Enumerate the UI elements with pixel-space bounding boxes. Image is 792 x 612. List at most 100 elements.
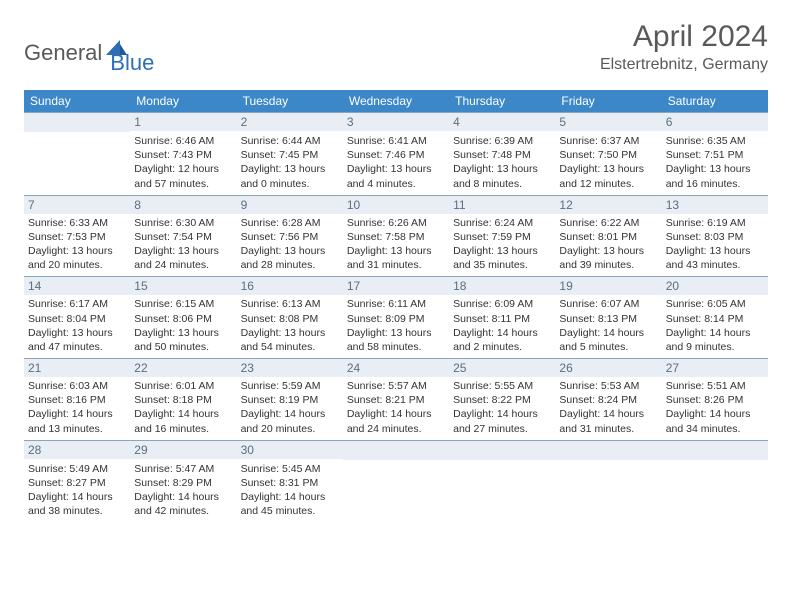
day-number-cell: 22 xyxy=(130,358,236,377)
day-number: 4 xyxy=(449,112,555,131)
day-info: Sunrise: 6:39 AMSunset: 7:48 PMDaylight:… xyxy=(449,132,555,195)
day-info-cell: Sunrise: 6:01 AMSunset: 8:18 PMDaylight:… xyxy=(130,377,236,440)
title-block: April 2024 Elstertrebnitz, Germany xyxy=(600,20,768,74)
calendar-body: 12 3456 Sunrise: 6:46 AMSunset: 7:43 PMDay… xyxy=(24,112,768,522)
logo-text-blue: Blue xyxy=(110,50,154,76)
day-number: 7 xyxy=(24,195,130,214)
day-info-cell: Sunrise: 5:47 AMSunset: 8:29 PMDaylight:… xyxy=(130,460,236,523)
day-info: Sunrise: 6:30 AMSunset: 7:54 PMDaylight:… xyxy=(130,214,236,277)
day-info-cell: Sunrise: 5:57 AMSunset: 8:21 PMDaylight:… xyxy=(343,377,449,440)
day-info: Sunrise: 6:07 AMSunset: 8:13 PMDaylight:… xyxy=(555,295,661,358)
day-number: 14 xyxy=(24,276,130,295)
day-info: Sunrise: 6:46 AMSunset: 7:43 PMDaylight:… xyxy=(130,132,236,195)
day-number-cell: 18 xyxy=(449,276,555,295)
day-number: 28 xyxy=(24,440,130,459)
day-number-cell: 6 xyxy=(662,112,768,132)
day-number: 3 xyxy=(343,112,449,131)
day-number-cell: 30 xyxy=(237,440,343,460)
day-info-cell: Sunrise: 6:22 AMSunset: 8:01 PMDaylight:… xyxy=(555,214,661,277)
day-info: Sunrise: 6:37 AMSunset: 7:50 PMDaylight:… xyxy=(555,132,661,195)
day-info: Sunrise: 5:57 AMSunset: 8:21 PMDaylight:… xyxy=(343,377,449,440)
day-info-cell: Sunrise: 6:03 AMSunset: 8:16 PMDaylight:… xyxy=(24,377,130,440)
day-number: 16 xyxy=(237,276,343,295)
location: Elstertrebnitz, Germany xyxy=(600,56,768,74)
day-info: Sunrise: 6:35 AMSunset: 7:51 PMDaylight:… xyxy=(662,132,768,195)
day-info-cell: Sunrise: 6:24 AMSunset: 7:59 PMDaylight:… xyxy=(449,214,555,277)
day-info-cell: Sunrise: 6:30 AMSunset: 7:54 PMDaylight:… xyxy=(130,214,236,277)
day-number-cell: 15 xyxy=(130,276,236,295)
day-info xyxy=(343,460,449,522)
day-info-cell: Sunrise: 6:11 AMSunset: 8:09 PMDaylight:… xyxy=(343,295,449,358)
day-info-cell: Sunrise: 6:05 AMSunset: 8:14 PMDaylight:… xyxy=(662,295,768,358)
day-info: Sunrise: 6:09 AMSunset: 8:11 PMDaylight:… xyxy=(449,295,555,358)
day-number-row: 14151617181920 xyxy=(24,276,768,295)
day-number: 17 xyxy=(343,276,449,295)
day-info-row: Sunrise: 6:03 AMSunset: 8:16 PMDaylight:… xyxy=(24,377,768,440)
day-number xyxy=(555,440,661,460)
weekday-header: Thursday xyxy=(449,90,555,112)
day-info-cell: Sunrise: 6:15 AMSunset: 8:06 PMDaylight:… xyxy=(130,295,236,358)
day-info-cell: Sunrise: 6:07 AMSunset: 8:13 PMDaylight:… xyxy=(555,295,661,358)
day-number-row: 282930 xyxy=(24,440,768,460)
day-info-row: Sunrise: 6:17 AMSunset: 8:04 PMDaylight:… xyxy=(24,295,768,358)
day-info: Sunrise: 6:33 AMSunset: 7:53 PMDaylight:… xyxy=(24,214,130,277)
weekday-header: Sunday xyxy=(24,90,130,112)
day-info-cell xyxy=(449,460,555,523)
day-info: Sunrise: 5:53 AMSunset: 8:24 PMDaylight:… xyxy=(555,377,661,440)
day-number xyxy=(449,440,555,460)
day-info xyxy=(449,460,555,522)
day-number-cell: 29 xyxy=(130,440,236,460)
day-number-cell: 10 xyxy=(343,195,449,214)
day-number: 18 xyxy=(449,276,555,295)
day-info xyxy=(555,460,661,522)
day-number-cell xyxy=(343,440,449,460)
day-number-cell xyxy=(555,440,661,460)
day-number: 20 xyxy=(662,276,768,295)
day-info xyxy=(662,460,768,522)
day-number-cell: 4 xyxy=(449,112,555,132)
day-info-cell: Sunrise: 5:55 AMSunset: 8:22 PMDaylight:… xyxy=(449,377,555,440)
day-number-cell xyxy=(24,112,130,132)
calendar-table: SundayMondayTuesdayWednesdayThursdayFrid… xyxy=(24,90,768,522)
day-number-cell: 17 xyxy=(343,276,449,295)
day-number-cell: 16 xyxy=(237,276,343,295)
day-number-cell: 12 xyxy=(555,195,661,214)
weekday-header: Tuesday xyxy=(237,90,343,112)
day-info-cell: Sunrise: 6:13 AMSunset: 8:08 PMDaylight:… xyxy=(237,295,343,358)
day-number-cell: 8 xyxy=(130,195,236,214)
day-info-cell xyxy=(24,132,130,195)
day-number-cell: 19 xyxy=(555,276,661,295)
day-number: 21 xyxy=(24,358,130,377)
day-number: 26 xyxy=(555,358,661,377)
day-number xyxy=(662,440,768,460)
day-number-cell: 13 xyxy=(662,195,768,214)
day-info-cell: Sunrise: 5:59 AMSunset: 8:19 PMDaylight:… xyxy=(237,377,343,440)
day-number: 19 xyxy=(555,276,661,295)
day-number: 15 xyxy=(130,276,236,295)
day-number: 9 xyxy=(237,195,343,214)
day-number-cell: 5 xyxy=(555,112,661,132)
day-info-cell: Sunrise: 6:17 AMSunset: 8:04 PMDaylight:… xyxy=(24,295,130,358)
day-number-cell: 9 xyxy=(237,195,343,214)
day-number: 10 xyxy=(343,195,449,214)
day-info-cell: Sunrise: 6:44 AMSunset: 7:45 PMDaylight:… xyxy=(237,132,343,195)
day-number: 13 xyxy=(662,195,768,214)
day-info-cell xyxy=(662,460,768,523)
day-number: 8 xyxy=(130,195,236,214)
day-number: 23 xyxy=(237,358,343,377)
day-info: Sunrise: 6:01 AMSunset: 8:18 PMDaylight:… xyxy=(130,377,236,440)
day-info-row: Sunrise: 6:46 AMSunset: 7:43 PMDaylight:… xyxy=(24,132,768,195)
month-title: April 2024 xyxy=(600,20,768,54)
day-number-cell: 27 xyxy=(662,358,768,377)
day-number: 30 xyxy=(237,440,343,459)
day-info: Sunrise: 6:05 AMSunset: 8:14 PMDaylight:… xyxy=(662,295,768,358)
day-number-cell: 3 xyxy=(343,112,449,132)
day-number-cell: 21 xyxy=(24,358,130,377)
day-info-cell: Sunrise: 6:33 AMSunset: 7:53 PMDaylight:… xyxy=(24,214,130,277)
weekday-header: Monday xyxy=(130,90,236,112)
header: General Blue April 2024 Elstertrebnitz, … xyxy=(24,20,768,76)
day-info: Sunrise: 6:19 AMSunset: 8:03 PMDaylight:… xyxy=(662,214,768,277)
day-number-cell: 14 xyxy=(24,276,130,295)
day-info-cell: Sunrise: 6:46 AMSunset: 7:43 PMDaylight:… xyxy=(130,132,236,195)
day-info: Sunrise: 6:24 AMSunset: 7:59 PMDaylight:… xyxy=(449,214,555,277)
